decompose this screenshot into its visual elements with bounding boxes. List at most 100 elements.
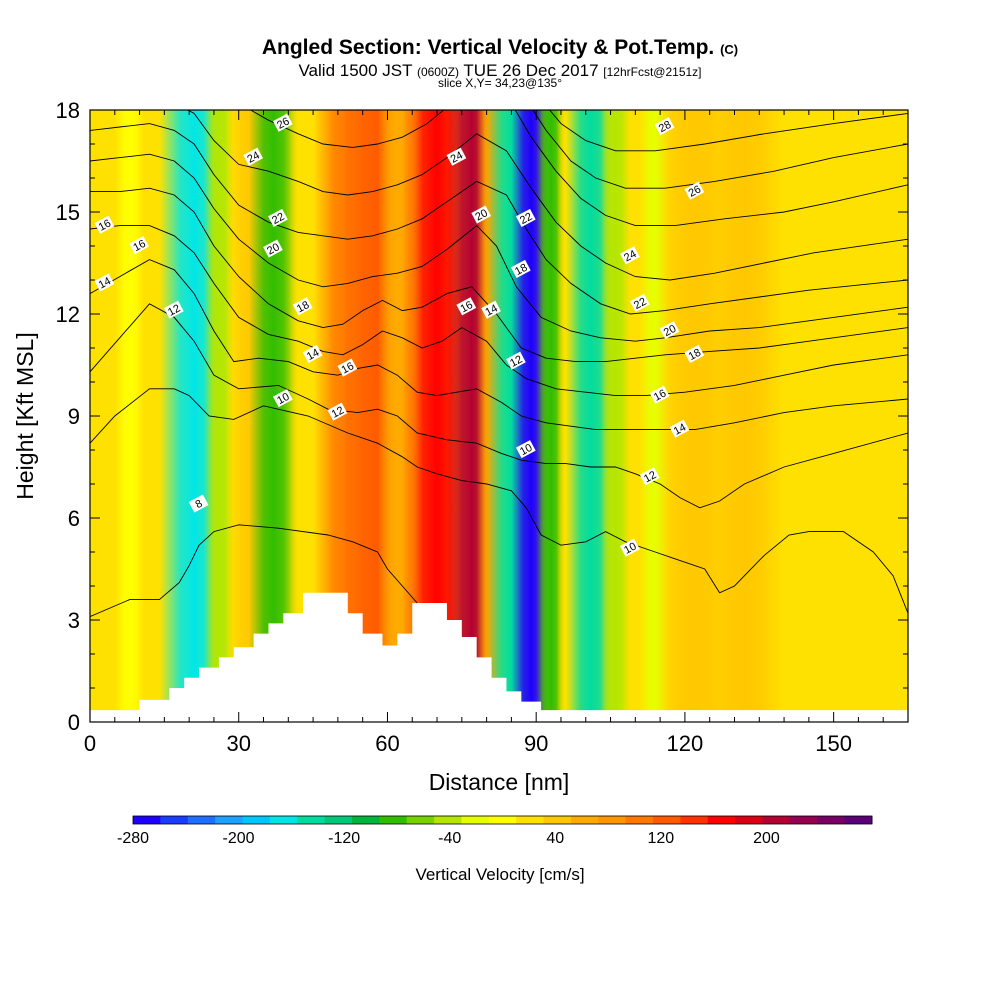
theta-contour: [90, 388, 908, 614]
colorbar-swatch: [789, 816, 818, 824]
contour-label-text: 18: [295, 299, 311, 315]
contour-label: 12: [163, 300, 184, 319]
colorbar-swatch: [324, 816, 353, 824]
y-axis: 0 3 6 9 12 15 18: [56, 98, 908, 735]
colorbar-tick-label: -280: [117, 830, 149, 847]
colorbar-tick-label: 40: [546, 830, 564, 847]
contour-label: 20: [659, 321, 680, 339]
contour-label: 16: [129, 236, 149, 254]
contour-label: 20: [471, 205, 492, 224]
colorbar-swatch: [160, 816, 189, 824]
contour-label-text: 12: [642, 469, 658, 485]
colorbar-swatch: [570, 816, 599, 824]
contour-label: 16: [94, 215, 115, 234]
colorbar: -280 -200 -120 -40 40 120 200: [117, 815, 873, 847]
contour-label: 10: [272, 389, 293, 407]
y-tick-label: 18: [56, 98, 80, 123]
contour-label-text: 24: [449, 149, 465, 165]
colorbar-swatch: [215, 816, 243, 824]
chart-title: Angled Section: Vertical Velocity & Pot.…: [261, 36, 739, 59]
colorbar-swatch: [351, 816, 380, 824]
x-tick-label: 90: [524, 731, 548, 756]
chart-subtitle: Valid 1500 JST (0600Z) TUE 26 Dec 2017 […: [298, 61, 702, 80]
contour-label-text: 14: [305, 347, 321, 363]
contour-label-text: 10: [622, 540, 638, 556]
contour-label-text: 28: [657, 119, 673, 135]
colorbar-swatch: [653, 816, 681, 824]
colorbar-label: Vertical Velocity [cm/s]: [415, 865, 584, 884]
potential-temperature-contours: [90, 110, 908, 618]
colorbar-swatch: [543, 816, 572, 824]
contour-label-text: 18: [687, 347, 703, 363]
theta-contour: [514, 110, 908, 227]
contour-label-text: 14: [672, 421, 688, 437]
contour-label: 24: [446, 147, 467, 166]
colorbar-tick-label: -120: [328, 830, 360, 847]
x-axis-label: Distance [nm]: [429, 769, 570, 795]
velocity-band: [818, 110, 879, 722]
contour-label-text: 16: [131, 238, 147, 254]
contour-label: 26: [684, 181, 705, 200]
contour-label: 12: [639, 467, 660, 485]
contour-label: 16: [456, 297, 477, 315]
theta-contour: [90, 187, 908, 363]
colorbar-swatch: [434, 816, 462, 824]
x-tick-label: 120: [667, 731, 704, 756]
contour-label: 18: [510, 259, 531, 278]
contour-label-text: 12: [508, 353, 524, 369]
contour-label: 12: [327, 402, 348, 421]
theta-contour: [90, 123, 908, 315]
contour-label-text: 10: [275, 391, 291, 407]
colorbar-swatch: [461, 816, 490, 824]
y-tick-label: 6: [68, 506, 80, 531]
contour-label-text: 16: [652, 387, 668, 403]
terrain-mask: [90, 592, 908, 722]
x-axis: 0 30 60 90 120 150: [84, 110, 909, 756]
contour-label-text: 16: [459, 299, 475, 315]
colorbar-tick-label: 200: [753, 830, 780, 847]
contour-label-text: 20: [662, 323, 678, 339]
theta-contour: [186, 110, 908, 281]
contour-label: 22: [268, 208, 288, 227]
contour-label-text: 26: [687, 183, 703, 199]
contour-label: 14: [302, 344, 323, 363]
contour-label-text: 22: [518, 211, 534, 227]
colorbar-swatch: [133, 816, 161, 824]
theta-contour: [549, 110, 908, 152]
contour-label-text: 14: [483, 302, 499, 318]
contour-label: 12: [506, 351, 526, 370]
vertical-velocity-field: [90, 110, 908, 722]
colorbar-swatch: [844, 816, 873, 824]
contour-label: 18: [684, 344, 705, 363]
velocity-band: [704, 110, 785, 722]
colorbar-swatch: [817, 816, 846, 824]
y-axis-label: Height [Kft MSL]: [12, 332, 38, 499]
colorbar-swatch: [406, 816, 435, 824]
contour-label-text: 20: [265, 241, 281, 257]
contour-label: 16: [649, 385, 670, 404]
theta-contour: [90, 303, 908, 509]
colorbar-tick-label: 120: [648, 830, 675, 847]
colorbar-tick-label: -40: [438, 830, 461, 847]
contour-label: 14: [94, 273, 115, 292]
x-tick-label: 150: [815, 731, 852, 756]
contour-label: 28: [654, 117, 675, 135]
colorbar-swatch: [379, 816, 408, 824]
contour-label-text: 22: [270, 211, 286, 227]
contour-label: 18: [292, 297, 313, 315]
theta-contour: [90, 153, 908, 342]
contour-label: 8: [188, 494, 209, 513]
colorbar-swatch: [187, 816, 216, 824]
colorbar-swatch: [680, 816, 709, 824]
contour-label: 24: [620, 246, 640, 264]
colorbar-swatch: [297, 816, 326, 824]
y-tick-label: 0: [68, 710, 80, 735]
colorbar-swatch: [269, 816, 298, 824]
colorbar-swatch: [762, 816, 791, 824]
contour-label-text: 10: [518, 442, 534, 458]
contour-label-text: 12: [330, 404, 346, 420]
colorbar-tick-label: -200: [223, 830, 255, 847]
contour-label: 14: [481, 300, 501, 319]
velocity-band: [600, 110, 631, 722]
